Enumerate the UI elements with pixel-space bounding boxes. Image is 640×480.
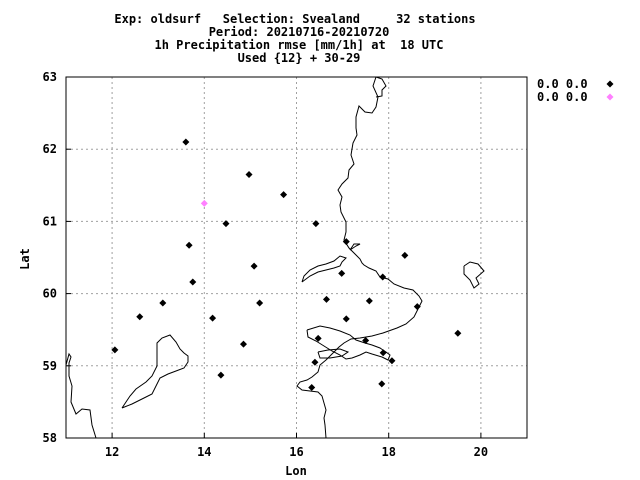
chart-title: Exp: oldsurf Selection: Svealand 32 stat… — [114, 12, 475, 65]
coastline-lake-siljan — [301, 255, 347, 283]
station-point-series-0 — [311, 358, 319, 366]
x-tick-label: 12 — [105, 445, 119, 459]
x-tick-label: 14 — [197, 445, 211, 459]
coastline-lake-hjalmaren — [317, 348, 350, 359]
title-line-1: Exp: oldsurf Selection: Svealand 32 stat… — [114, 12, 475, 26]
grid — [66, 77, 527, 438]
station-point-series-0 — [378, 380, 386, 388]
y-tick-label: 62 — [43, 142, 57, 156]
coastline-lake-vanern — [121, 334, 189, 409]
legend-marker — [606, 80, 614, 88]
x-tick-labels: 12 14 16 18 20 — [105, 433, 488, 459]
station-point-series-0 — [217, 371, 225, 379]
y-tick-label: 59 — [43, 359, 57, 373]
station-point-series-0 — [314, 334, 322, 342]
station-point-series-0 — [388, 357, 396, 365]
title-line-3: 1h Precipitation rmse [mm/1h] at 18 UTC — [155, 38, 444, 52]
y-tick-label: 60 — [43, 287, 57, 301]
legend-entry-label: 0.0 0.0 — [537, 77, 588, 91]
station-point-series-0 — [189, 278, 197, 286]
station-point-series-0 — [308, 383, 316, 391]
station-point-series-0 — [250, 262, 258, 270]
x-tick-label: 18 — [381, 445, 395, 459]
station-point-series-0 — [413, 303, 421, 311]
station-point-series-0 — [365, 297, 373, 305]
y-tick-labels: 58 59 60 61 62 63 — [43, 70, 71, 445]
x-tick-label: 20 — [474, 445, 488, 459]
x-axis-label: Lon — [285, 464, 307, 478]
legend: 0.0 0.00.0 0.0 — [537, 77, 614, 104]
station-point-series-0 — [342, 315, 350, 323]
station-point-series-0 — [245, 170, 253, 178]
station-point-series-0 — [338, 269, 346, 277]
coastline — [65, 76, 485, 439]
station-points — [111, 138, 462, 391]
title-line-2: Period: 20210716-20210720 — [209, 25, 390, 39]
station-point-series-0 — [136, 313, 144, 321]
station-point-series-0 — [222, 220, 230, 228]
coastline-east — [296, 76, 423, 439]
station-point-series-0 — [362, 337, 370, 345]
legend-entry-label: 0.0 0.0 — [537, 90, 588, 104]
y-tick-label: 61 — [43, 214, 57, 228]
station-point-series-0 — [342, 238, 350, 246]
y-tick-label: 63 — [43, 70, 57, 84]
station-point-series-0 — [312, 220, 320, 228]
station-point-series-0 — [209, 314, 217, 322]
station-point-series-0 — [401, 251, 409, 259]
station-point-series-0 — [379, 273, 387, 281]
legend-marker — [606, 93, 614, 101]
station-point-series-0 — [185, 241, 193, 249]
station-point-series-0 — [256, 299, 264, 307]
coastline-west — [65, 352, 97, 439]
station-point-series-0 — [159, 299, 167, 307]
station-point-series-0 — [322, 295, 330, 303]
station-point-series-0 — [182, 138, 190, 146]
y-axis-label: Lat — [18, 248, 32, 270]
station-point-series-0 — [379, 349, 387, 357]
station-point-series-1 — [200, 199, 208, 207]
coastline-lake-mid — [349, 243, 361, 251]
station-point-series-0 — [239, 340, 247, 348]
station-point-series-0 — [111, 346, 119, 354]
y-tick-label: 58 — [43, 431, 57, 445]
station-point-series-0 — [280, 191, 288, 199]
coastline-aland — [463, 261, 485, 289]
title-line-4: Used {12} + 30-29 — [238, 51, 361, 65]
coastline-east-north-edge — [375, 76, 387, 98]
station-point-series-0 — [454, 329, 462, 337]
x-tick-label: 16 — [289, 445, 303, 459]
